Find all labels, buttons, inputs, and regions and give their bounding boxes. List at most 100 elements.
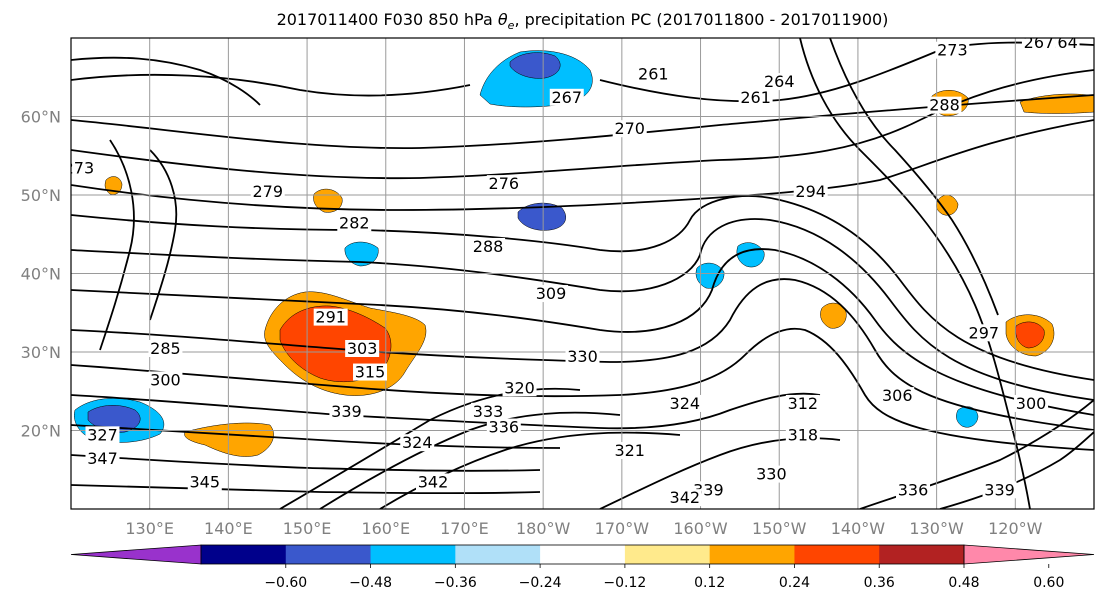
contour-label-background <box>754 465 789 483</box>
contour-label: 320 <box>504 378 535 397</box>
contour-label: 276 <box>489 174 520 193</box>
contour-label: 347 <box>87 449 118 468</box>
contour-label-background <box>565 347 600 365</box>
contour-label-background <box>549 88 584 106</box>
contour-label: 279 <box>252 182 283 201</box>
colorbar-swatch <box>540 545 626 564</box>
colorbar-tick-label: −0.36 <box>434 575 477 591</box>
figure-title: 2017011400 F030 850 hPa θe, precipitatio… <box>0 10 1105 32</box>
contour-line <box>71 218 1094 401</box>
contour-label-background <box>793 183 828 200</box>
contour-label-background <box>785 394 820 412</box>
colorbar-swatch <box>794 545 880 564</box>
contour-label: 267 <box>551 88 582 107</box>
contour-label: 273 <box>937 41 968 60</box>
contour-label: 309 <box>536 284 567 303</box>
contour-line <box>149 149 178 321</box>
contour-label-background <box>927 96 962 114</box>
title-suffix: , precipitation PC (2017011800 - 2017011… <box>514 10 889 29</box>
colorbar-tick-label: 0.36 <box>864 575 895 591</box>
colorbar-swatch <box>285 545 372 564</box>
contour-label-background <box>880 387 915 405</box>
contour-label-background <box>738 88 773 106</box>
contour-line <box>599 41 1094 103</box>
contour-label-background <box>471 237 506 255</box>
latitude-label: 30°N <box>21 343 61 362</box>
contour-label: 324 <box>402 433 433 452</box>
colorbar: −0.60 −0.48 −0.36 −0.24 −0.12 0.12 0.24 0.36 0.4… <box>70 544 1095 591</box>
contour-label-background <box>85 449 120 467</box>
contour-line <box>71 392 821 430</box>
precip-blob-orange-midpacific <box>820 302 847 329</box>
contour-label: 318 <box>788 425 819 444</box>
contour-label: 300 <box>150 370 181 389</box>
contour-label: 339 <box>331 402 362 421</box>
contour-label-background <box>187 473 222 491</box>
colorbar-swatch <box>455 545 541 564</box>
contour-label: 315 <box>355 363 386 382</box>
contour-label: 285 <box>150 339 181 358</box>
contour-label-background <box>329 402 364 420</box>
colorbar-swatch <box>370 545 456 564</box>
contour-label: 273 <box>64 158 95 177</box>
contour-line <box>799 38 1031 509</box>
contour-line <box>939 431 1094 509</box>
contour-label-background <box>935 41 970 59</box>
longitude-label: 180°W <box>516 519 571 538</box>
precip-blob-blue-central-north <box>517 202 566 231</box>
latitude-label: 60°N <box>21 108 61 127</box>
colorbar-tick-label: −0.48 <box>349 575 392 591</box>
longitude-label: 140°W <box>831 519 886 538</box>
contour-label: 303 <box>347 339 378 358</box>
longitude-label: 150°E <box>283 519 332 538</box>
contour-line <box>71 119 1094 211</box>
colorbar-extend-min <box>70 544 202 565</box>
contour-line <box>71 56 261 106</box>
longitude-label: 150°W <box>752 519 807 538</box>
precip-blob-blue-hawaii-north <box>695 262 725 289</box>
contour-label-background <box>148 371 183 389</box>
contour-label-background <box>486 418 521 436</box>
latitude-label: 20°N <box>21 422 61 441</box>
colorbar-tick-label: 0.60 <box>1033 575 1064 591</box>
contour-label: 270 <box>614 119 645 138</box>
contour-label: 282 <box>339 213 370 232</box>
contour-label: 291 <box>315 308 346 327</box>
precip-blob-red-california <box>1015 321 1045 349</box>
latitude-labels: 60°N 50°N 40°N 30°N 20°N <box>21 108 61 441</box>
contour-label: 339 <box>984 480 1015 499</box>
title-theta: θ <box>497 10 508 29</box>
contour-label-background <box>148 340 183 357</box>
colorbar-tick-label: −0.60 <box>264 575 307 591</box>
precip-blob-red-east-china-sea <box>279 305 392 383</box>
longitude-label: 160°W <box>673 519 728 538</box>
colorbar-frame <box>200 544 965 565</box>
contour-label: 261 <box>638 64 669 83</box>
contour-label-background <box>486 175 521 193</box>
colorbar-tick-label: 0.48 <box>948 575 979 591</box>
contour-label-background <box>353 363 388 381</box>
contour-line <box>71 424 561 449</box>
contour-label-background <box>502 379 537 397</box>
contour-line <box>71 327 1094 451</box>
colorbar-tick-label: −0.12 <box>603 575 646 591</box>
contour-label: 297 <box>969 323 1000 342</box>
colorbar-tick-label: −0.24 <box>519 575 562 591</box>
contour-label: 342 <box>418 472 449 491</box>
contour-label-background <box>250 183 285 200</box>
contour-label: 264 <box>764 72 795 91</box>
contour-label-background <box>345 340 380 357</box>
contour-label: 336 <box>489 418 520 437</box>
contour-label: 306 <box>882 386 913 405</box>
contour-label: 261 <box>740 88 771 107</box>
contour-label-background <box>982 481 1017 499</box>
contour-label-background <box>337 214 372 232</box>
contour-label-background <box>1014 394 1049 412</box>
contour-label-background <box>636 65 671 83</box>
contour-label: 342 <box>670 488 701 507</box>
contour-label-background <box>667 489 702 507</box>
colorbar-tick-label: 0.12 <box>694 575 725 591</box>
contour-line <box>71 73 471 97</box>
